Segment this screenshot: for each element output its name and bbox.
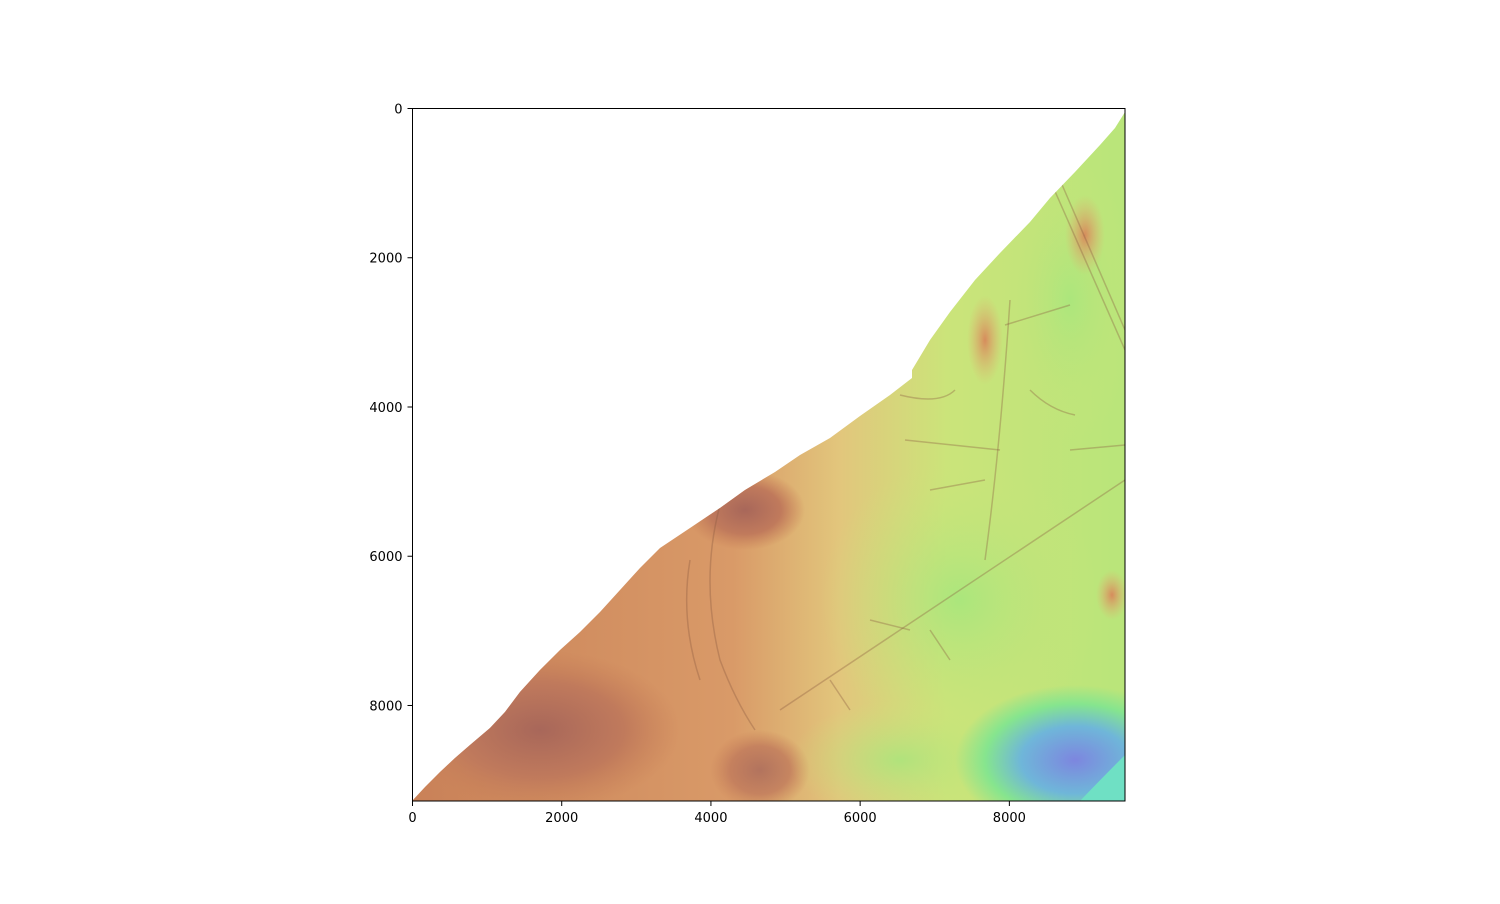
y-axis: 0 2000 4000 6000 8000	[369, 103, 413, 714]
y-tick-label: 4000	[369, 401, 402, 416]
y-tick-label: 0	[394, 103, 402, 118]
x-tick-label: 2000	[545, 811, 578, 826]
axes-frame	[412, 108, 1126, 802]
x-tick-label: 8000	[993, 811, 1026, 826]
elevation-raster	[412, 112, 1125, 801]
x-axis: 0 2000 4000 6000 8000	[408, 801, 1026, 826]
y-tick-label: 6000	[369, 550, 402, 565]
x-tick-label: 4000	[694, 811, 727, 826]
y-tick-label: 8000	[369, 699, 402, 714]
x-tick-label: 6000	[844, 811, 877, 826]
y-tick-label: 2000	[369, 252, 402, 267]
x-tick-label: 0	[408, 811, 416, 826]
